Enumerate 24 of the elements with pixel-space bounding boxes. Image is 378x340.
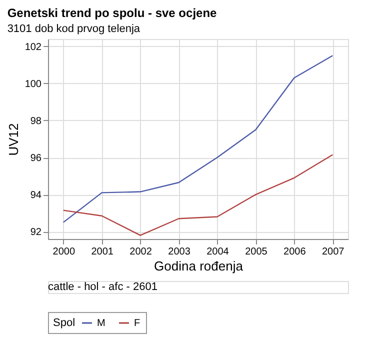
y-tick-label: 102 [24, 42, 42, 53]
y-tick-label: 98 [30, 116, 42, 127]
x-tick-label: 2002 [130, 246, 152, 258]
line-series [62, 55, 334, 223]
y-tick-label: 94 [30, 190, 42, 202]
legend-title: Spol [53, 317, 76, 329]
x-tick-label: 2006 [284, 246, 306, 258]
x-tick-label: 2004 [206, 246, 230, 258]
x-tick-label: 2005 [245, 246, 268, 258]
x-tick-label: 2000 [52, 246, 76, 258]
text: cattle - hol - afc - 2601 [48, 281, 158, 293]
y-tick-label: 96 [30, 153, 42, 164]
y-tick-label: 92 [30, 227, 42, 238]
y-tick-label: 100 [24, 78, 42, 90]
x-tick-label: 2001 [91, 246, 114, 258]
legend-label: M [97, 318, 106, 329]
chart-title: Genetski trend po spolu - sve ocjene [7, 6, 218, 20]
x-tick-label: 2007 [322, 246, 345, 258]
chart-subtitle: 3101 dob kod prvog telenja [7, 23, 141, 35]
y-axis-title: UV12 [6, 123, 21, 156]
legend-label: F [134, 318, 140, 329]
x-tick-label: 2003 [168, 246, 191, 258]
x-axis-title: Godina rođenja [154, 258, 244, 274]
line-series [62, 154, 334, 236]
